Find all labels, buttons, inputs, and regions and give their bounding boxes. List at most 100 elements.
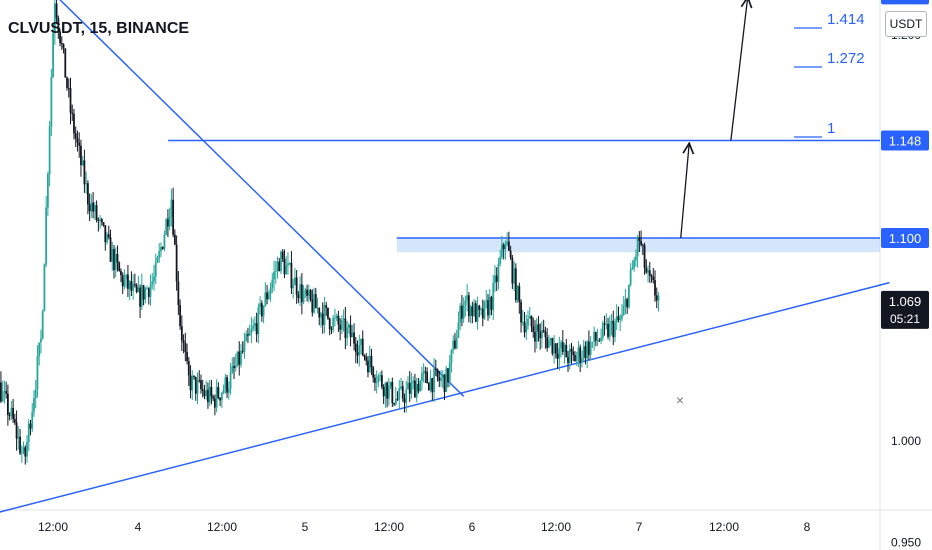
price-tag-label: 1.100 [889,231,922,246]
price-tag [881,0,929,5]
candle-body [441,374,444,378]
candle-body [560,342,562,349]
price-tag-label: 1.148 [889,134,922,149]
candle-body [421,373,423,381]
candle-body [640,240,642,245]
candle-body [224,377,227,391]
price-tag [881,228,929,248]
candle-body [502,244,505,250]
candle-body [280,251,282,272]
candle-body [167,219,169,227]
candle-body [480,308,482,310]
fib-level-label: 1.414 [827,11,865,28]
candle-body [3,391,6,392]
candle-body [398,388,401,400]
candle-body [342,318,345,321]
candle-body [445,368,448,392]
candle-body [492,282,495,310]
candle-body [69,88,72,113]
candle-body [241,350,244,352]
candle-body [288,263,291,264]
candle-body [311,299,314,313]
candle-body [485,300,488,301]
candle-body [147,288,150,297]
candle-body [55,3,58,19]
candle-body [165,219,168,235]
candle-body [608,323,611,337]
candle-body [189,375,192,391]
candle-body [335,315,338,318]
candle-body [610,320,613,324]
candle-body [363,355,366,357]
candle-body [495,275,498,282]
candle-body [217,387,220,398]
candle-body [551,338,554,354]
candle-body [457,322,460,338]
candle-body [238,351,241,365]
candle-body [177,281,180,306]
candle-body [598,340,601,342]
candle-body [318,308,321,318]
candle-body [386,382,389,399]
candle-body [528,315,531,319]
candle-body [163,234,166,249]
x-tick-label: 7 [636,520,643,534]
candle-body [207,389,209,403]
candle-body [349,324,352,338]
candle-body [633,260,636,268]
candle-body [179,305,181,327]
candle-body [46,174,49,208]
candle-body [440,377,442,381]
candle-body [356,351,359,356]
projection-arrow[interactable] [680,145,689,239]
trendline[interactable] [55,0,465,397]
candle-body [323,305,326,325]
candle-body [304,289,307,294]
chart-title: CLVUSDT, 15, BINANCE [8,20,190,37]
candle-body [267,293,270,300]
candle-body [259,303,262,308]
candle-body [579,347,582,363]
y-tick-label: 1.000 [891,434,921,448]
projection-arrow[interactable] [730,0,748,141]
unit-selector[interactable]: USDT [885,11,927,37]
candle-body [370,355,373,368]
candle-body [415,383,418,398]
candle-body [535,324,538,342]
candle-body [281,251,284,259]
candle-body [149,284,152,297]
candle-body [67,87,70,89]
trendline[interactable] [0,281,890,533]
candle-body [478,305,481,310]
candle-body [497,264,500,282]
candle-body [452,340,455,350]
candle-body [127,274,129,289]
candle-body [83,160,86,185]
candle-body [292,285,295,289]
candle-body [250,328,253,333]
candle-body [57,18,60,32]
cross-marker[interactable]: × [676,392,684,408]
candle-body [614,322,616,338]
candle-body [93,205,96,212]
candle-body [287,263,289,266]
candle-body [142,285,145,300]
candle-body [586,341,589,359]
candle-body [553,343,556,354]
candle-body [572,351,575,355]
candle-body [422,371,425,374]
candle-body [372,367,375,378]
candle-body [158,251,161,258]
candle-body [393,403,395,405]
candle-body [154,262,157,277]
candle-body [448,362,451,382]
candle-body [549,338,552,341]
candle-body [118,262,121,272]
candles [0,0,660,465]
candle-body [294,277,296,286]
candle-body [603,323,606,325]
candle-body [172,199,175,235]
candle-body [537,324,540,332]
candle-body [26,441,28,457]
